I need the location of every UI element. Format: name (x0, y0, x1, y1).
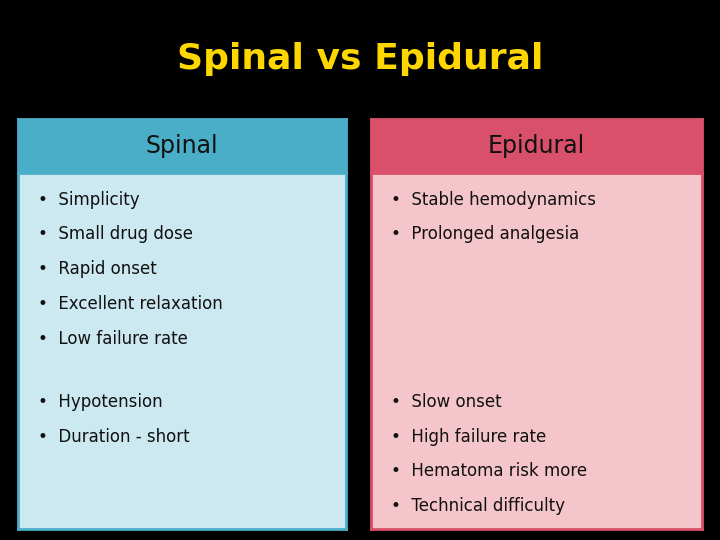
Text: •  Small drug dose: • Small drug dose (37, 226, 193, 244)
Text: •  Simplicity: • Simplicity (37, 191, 139, 208)
Text: •  Hematoma risk more: • Hematoma risk more (391, 462, 587, 481)
Text: •  Duration - short: • Duration - short (37, 428, 189, 445)
Text: •  Technical difficulty: • Technical difficulty (391, 497, 564, 515)
Text: •  Rapid onset: • Rapid onset (37, 260, 156, 278)
Text: •  Excellent relaxation: • Excellent relaxation (37, 295, 222, 313)
Text: •  Slow onset: • Slow onset (391, 393, 501, 411)
Text: •  Prolonged analgesia: • Prolonged analgesia (391, 226, 579, 244)
Text: Epidural: Epidural (487, 134, 585, 158)
Text: •  High failure rate: • High failure rate (391, 428, 546, 445)
Text: Spinal vs Epidural: Spinal vs Epidural (177, 43, 543, 76)
Text: •  Hypotension: • Hypotension (37, 393, 162, 411)
Text: Spinal: Spinal (145, 134, 218, 158)
Text: •  Stable hemodynamics: • Stable hemodynamics (391, 191, 595, 208)
Text: •  Low failure rate: • Low failure rate (37, 330, 187, 348)
